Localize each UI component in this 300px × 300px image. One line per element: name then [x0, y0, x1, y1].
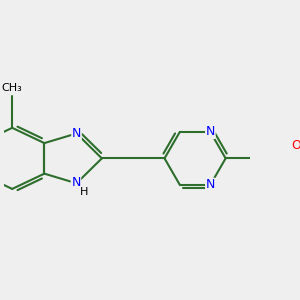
- Text: N: N: [72, 127, 81, 140]
- Text: N: N: [206, 125, 215, 138]
- Text: N: N: [71, 176, 81, 189]
- Text: CH₃: CH₃: [2, 83, 22, 93]
- Text: O: O: [291, 139, 300, 152]
- Text: N: N: [206, 178, 215, 191]
- Text: H: H: [80, 187, 88, 197]
